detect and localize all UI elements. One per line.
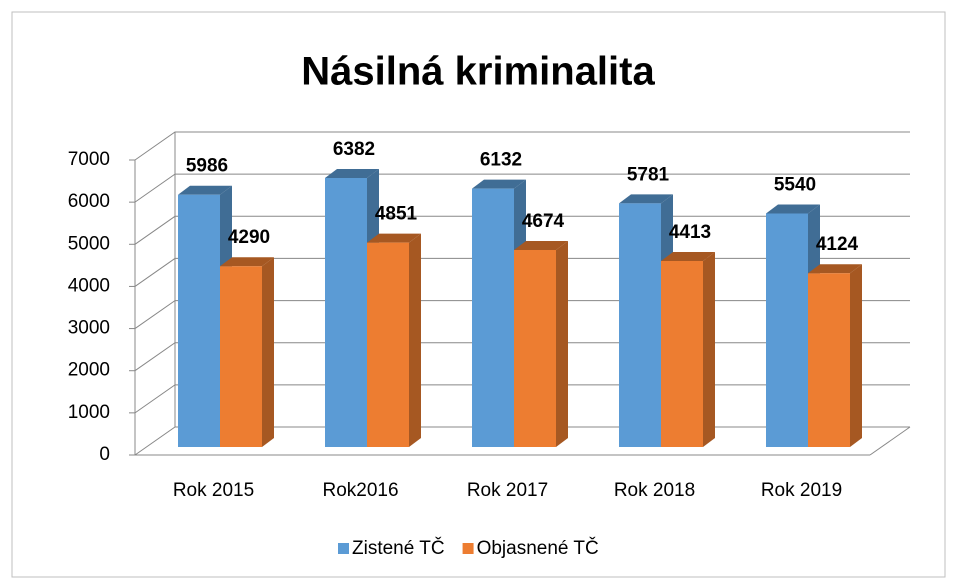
chart-title: Násilná kriminalita	[301, 50, 655, 94]
bar-face	[661, 261, 703, 447]
data-label: 4290	[228, 227, 270, 248]
x-tick-label: Rok 2019	[761, 480, 842, 501]
legend-swatch	[462, 543, 474, 554]
y-tick-label: 3000	[68, 318, 110, 339]
bar-face	[619, 203, 661, 447]
data-label: 6382	[333, 139, 375, 160]
bar-face	[766, 204, 820, 214]
x-tick-label: Rok2016	[322, 480, 398, 501]
bar	[808, 264, 862, 447]
bar-face	[409, 233, 421, 447]
data-label: 4413	[669, 222, 711, 243]
x-tick-label: Rok 2018	[614, 480, 695, 501]
bar-face	[556, 241, 568, 447]
bar-face	[766, 213, 808, 447]
bar-face	[808, 264, 862, 274]
bar	[514, 241, 568, 447]
data-label: 5986	[186, 156, 228, 177]
bar-face	[325, 178, 367, 447]
bar-face	[808, 273, 850, 447]
bar-face	[262, 257, 274, 447]
y-tick-label: 1000	[68, 402, 110, 423]
data-label: 4851	[375, 204, 418, 225]
y-tick-label: 0	[99, 444, 110, 465]
x-tick-label: Rok 2017	[467, 480, 548, 501]
bar-face	[514, 250, 556, 447]
bar	[220, 257, 274, 447]
bar	[367, 233, 421, 447]
legend-swatch	[338, 543, 349, 554]
bar-face	[367, 233, 421, 243]
y-tick-label: 2000	[68, 360, 110, 381]
legend-label: Objasnené TČ	[477, 537, 599, 559]
data-label: 5781	[627, 164, 670, 185]
grid-line	[134, 131, 910, 161]
data-label: 6132	[480, 150, 522, 171]
y-tick-label: 5000	[68, 233, 110, 254]
data-label: 4674	[522, 211, 565, 232]
y-tick-label: 4000	[68, 275, 110, 296]
bar-face	[178, 194, 220, 447]
legend-label: Zistené TČ	[352, 537, 445, 559]
bar-face	[220, 257, 274, 267]
bar-face	[703, 252, 715, 447]
bar-face	[367, 242, 409, 447]
bar	[661, 252, 715, 447]
bar-face	[325, 169, 379, 179]
bar-face	[472, 179, 526, 189]
grid-line	[134, 173, 910, 203]
bar-face	[619, 194, 673, 204]
bar-face	[661, 252, 715, 262]
x-tick-label: Rok 2015	[173, 480, 254, 501]
bar-face	[178, 185, 232, 195]
data-label: 5540	[774, 175, 816, 196]
floor-edge	[869, 426, 911, 456]
bar-face	[472, 188, 514, 447]
data-label: 4124	[816, 234, 859, 255]
y-tick-label: 7000	[68, 149, 110, 170]
bar-face	[220, 266, 262, 447]
bar-face	[850, 264, 862, 447]
y-tick-label: 6000	[68, 191, 110, 212]
bar-face	[514, 241, 568, 251]
